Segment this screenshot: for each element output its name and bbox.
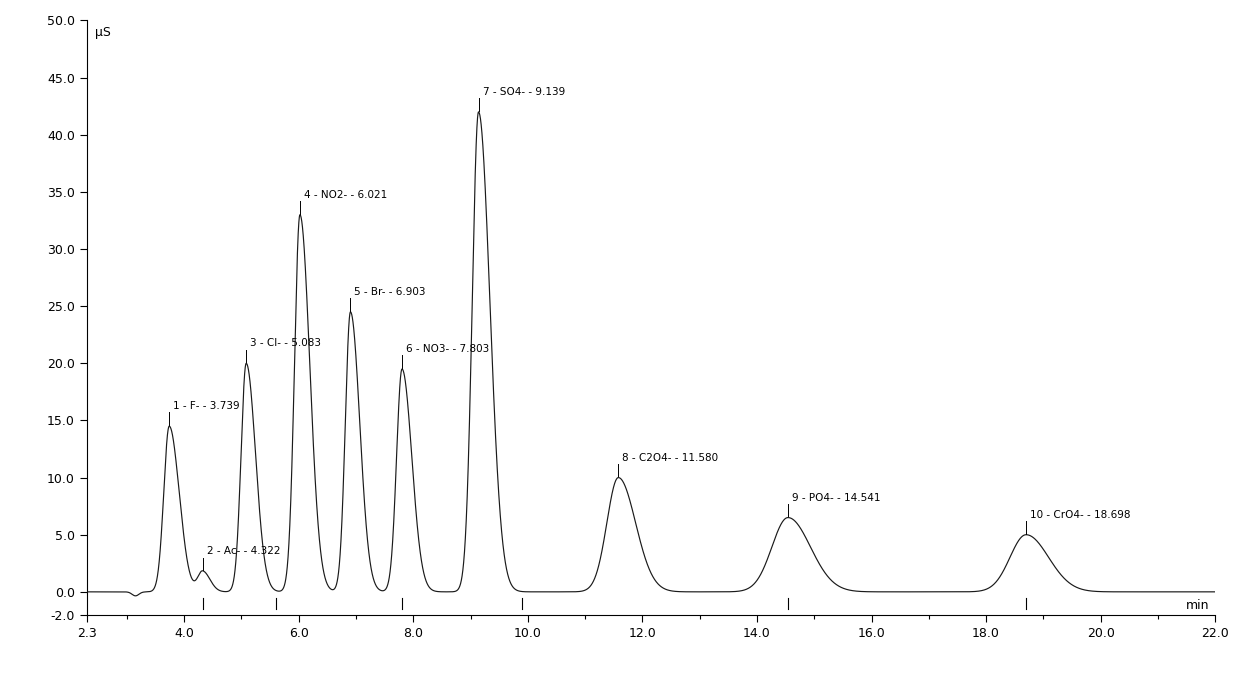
Text: 4 - NO2- - 6.021: 4 - NO2- - 6.021 — [304, 190, 387, 200]
Text: 7 - SO4- - 9.139: 7 - SO4- - 9.139 — [482, 87, 564, 97]
Text: 10 - CrO4- - 18.698: 10 - CrO4- - 18.698 — [1030, 510, 1131, 520]
Text: 1 - F- - 3.739: 1 - F- - 3.739 — [174, 402, 239, 411]
Text: 3 - Cl- - 5.083: 3 - Cl- - 5.083 — [250, 339, 321, 348]
Text: min: min — [1185, 600, 1209, 613]
Text: 8 - C2O4- - 11.580: 8 - C2O4- - 11.580 — [622, 453, 718, 462]
Text: 2 - Ac- - 4.322: 2 - Ac- - 4.322 — [207, 546, 280, 557]
Text: 5 - Br- - 6.903: 5 - Br- - 6.903 — [355, 287, 427, 297]
Text: 9 - PO4- - 14.541: 9 - PO4- - 14.541 — [792, 492, 880, 503]
Text: 6 - NO3- - 7.803: 6 - NO3- - 7.803 — [405, 344, 490, 354]
Text: μS: μS — [95, 26, 112, 39]
